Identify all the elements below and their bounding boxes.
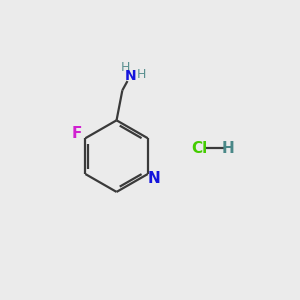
Text: F: F — [72, 126, 83, 141]
Text: H: H — [137, 68, 146, 81]
Text: Cl: Cl — [191, 140, 207, 155]
Text: N: N — [124, 69, 136, 83]
Text: H: H — [222, 140, 235, 155]
Text: H: H — [121, 61, 130, 74]
Text: N: N — [147, 171, 160, 186]
